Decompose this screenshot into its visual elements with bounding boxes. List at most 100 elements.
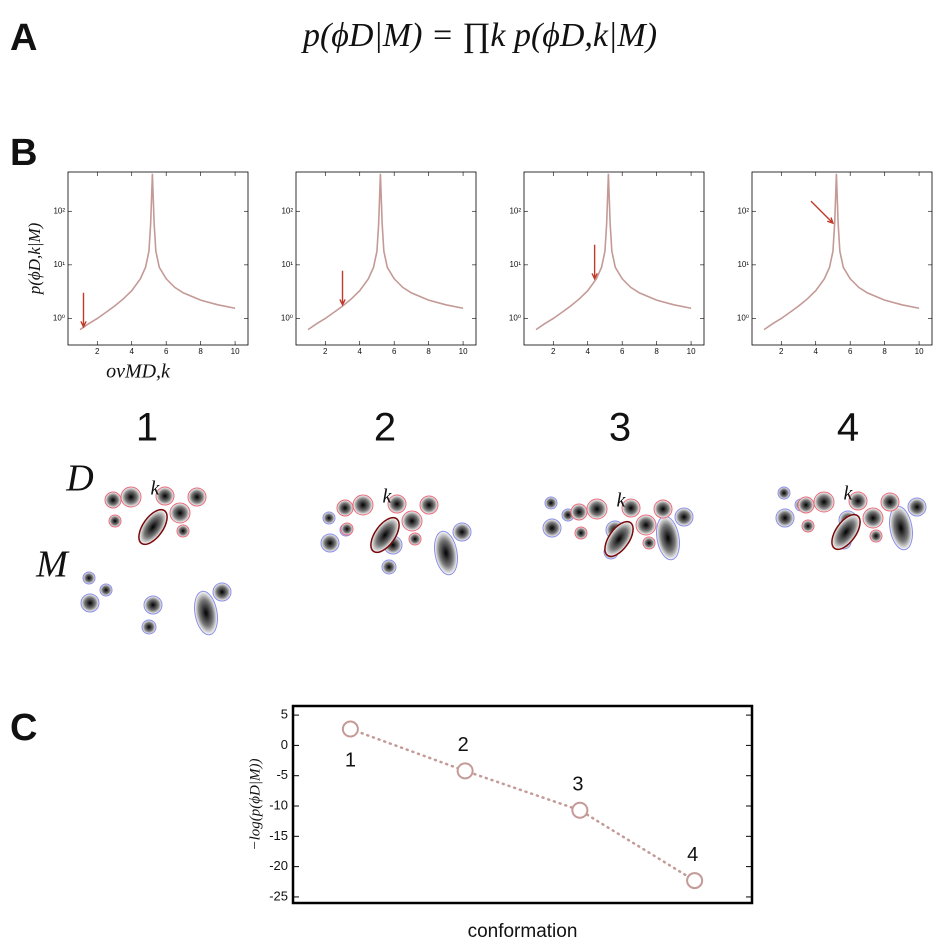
point-label: 3 — [572, 774, 583, 796]
density-blob — [635, 514, 657, 536]
density-blob — [104, 491, 122, 509]
density-blob — [621, 498, 641, 518]
panel-label: A — [10, 17, 37, 59]
diagram-label: k — [383, 486, 393, 508]
density-blob — [653, 499, 673, 519]
y-tick-label: 10² — [281, 206, 293, 215]
model-blob — [322, 511, 336, 525]
y-tick-label: 10¹ — [737, 260, 749, 269]
y-tick-label: 10² — [737, 206, 749, 215]
density-blob — [880, 492, 900, 512]
density-blob — [176, 524, 190, 538]
model-blob — [544, 496, 558, 510]
y-tick-label: 10² — [53, 206, 65, 215]
model-blob — [82, 571, 96, 585]
density-blob — [408, 532, 422, 546]
density-blob — [797, 496, 815, 514]
density-blob — [120, 486, 142, 508]
x-tick-label: 10 — [915, 347, 924, 356]
y-tick-label: 10¹ — [509, 260, 521, 269]
component-k — [604, 520, 634, 558]
component-k — [138, 508, 168, 546]
y-tick-label: 10⁰ — [737, 314, 749, 323]
plot-frame — [295, 171, 477, 346]
model-blob — [381, 559, 397, 575]
diagram-label: D — [65, 458, 93, 500]
y-tick-label: -15 — [269, 828, 288, 843]
plot-frame — [291, 704, 754, 905]
model-blob — [320, 533, 340, 553]
y-tick-label: -10 — [269, 797, 288, 812]
density-blob — [574, 526, 588, 540]
density-blob — [401, 510, 423, 532]
conformation-number: 2 — [374, 406, 396, 450]
x-tick-label: 4 — [814, 347, 819, 356]
density-blob — [869, 529, 883, 543]
point — [341, 720, 359, 738]
density-blob — [419, 495, 439, 515]
conformation-number: 4 — [837, 406, 859, 450]
arrow — [591, 244, 598, 281]
point — [571, 801, 589, 819]
x-tick-label: 8 — [426, 347, 431, 356]
point — [686, 872, 704, 890]
y-tick-label: 5 — [281, 707, 288, 722]
diagram-label: M — [35, 544, 70, 586]
density-blob — [813, 491, 835, 513]
density-blob — [387, 494, 407, 514]
density-blob — [586, 498, 608, 520]
x-tick-label: 8 — [654, 347, 659, 356]
model-blob — [194, 590, 218, 636]
x-tick-label: 6 — [620, 347, 625, 356]
formula: p(ϕD|M) = ∏k p(ϕD,k|M) — [301, 17, 657, 54]
density-blob — [570, 503, 588, 521]
x-tick-label: 4 — [586, 347, 591, 356]
density-blob — [352, 494, 374, 516]
density-blob — [801, 519, 815, 533]
model-blob — [143, 595, 163, 615]
model-blob — [777, 486, 791, 500]
arrow — [339, 270, 346, 307]
x-tick-label: 2 — [779, 347, 784, 356]
arrow — [810, 200, 835, 225]
diagram-label: k — [617, 490, 627, 512]
model-blob — [80, 593, 100, 613]
density-blob — [848, 491, 868, 511]
x-axis-label: conformation — [468, 921, 578, 942]
density-blob — [108, 514, 122, 528]
x-tick-label: 10 — [459, 347, 468, 356]
x-tick-label: 2 — [323, 347, 328, 356]
y-tick-label: 10² — [509, 206, 521, 215]
x-tick-label: 4 — [358, 347, 363, 356]
y-tick-label: 10¹ — [281, 260, 293, 269]
component-k — [831, 513, 861, 551]
y-tick-label: -25 — [269, 888, 288, 903]
model-blob — [99, 583, 113, 597]
y-tick-label: -5 — [276, 767, 288, 782]
y-axis-label: p(ϕD,k|M) — [25, 222, 44, 295]
plot-frame — [751, 171, 933, 346]
curve — [79, 173, 236, 331]
point-label: 2 — [458, 734, 469, 756]
y-tick-label: 10⁰ — [509, 314, 521, 323]
model-blob — [542, 518, 562, 538]
panel-label: C — [10, 707, 37, 749]
conformation-number: 3 — [609, 406, 631, 450]
panel-label: B — [10, 132, 37, 174]
diagram-label: k — [844, 483, 854, 505]
x-tick-label: 6 — [848, 347, 853, 356]
x-tick-label: 10 — [687, 347, 696, 356]
plot-frame — [67, 171, 249, 346]
point-label: 1 — [345, 749, 356, 771]
model-blob — [775, 508, 795, 528]
density-blob — [169, 502, 191, 524]
density-blob — [862, 507, 884, 529]
point — [456, 762, 474, 780]
y-axis-label: −log(p(ϕD|M)) — [247, 759, 263, 851]
x-tick-label: 10 — [231, 347, 240, 356]
x-tick-label: 4 — [130, 347, 135, 356]
conformation-number: 1 — [136, 406, 158, 450]
density-blob — [340, 522, 354, 536]
x-tick-label: 2 — [95, 347, 100, 356]
